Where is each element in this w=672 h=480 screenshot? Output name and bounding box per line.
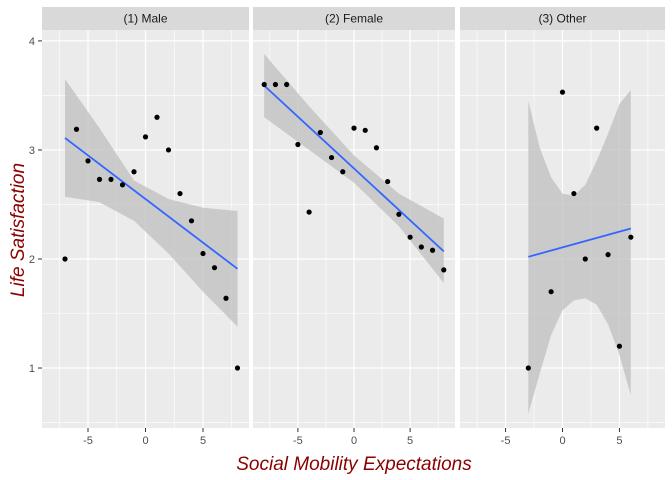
data-point	[261, 81, 267, 88]
data-point	[165, 147, 172, 153]
x-tick-label: 0	[351, 435, 357, 447]
data-point	[582, 256, 588, 262]
data-point	[85, 158, 91, 164]
facet-panel: (2) Female -5 0 5	[253, 7, 455, 447]
data-point	[429, 247, 436, 253]
data-point	[525, 365, 531, 371]
data-point	[594, 125, 600, 131]
data-point	[351, 125, 357, 131]
data-point	[108, 176, 114, 182]
data-point	[385, 178, 391, 185]
facet-strip	[42, 7, 249, 30]
y-tick-label: 3	[29, 145, 35, 157]
data-point	[177, 190, 183, 197]
fit-line	[64, 137, 239, 270]
data-point	[223, 295, 229, 301]
facet-label: (3) Other	[538, 12, 586, 26]
data-point	[142, 134, 149, 140]
data-point	[200, 250, 206, 257]
data-point	[559, 89, 566, 95]
data-point	[211, 265, 218, 271]
data-point	[306, 209, 312, 215]
x-axis-title: Social Mobility Expectations	[236, 454, 472, 475]
data-point	[418, 244, 424, 250]
facet-label: (1) Male	[123, 12, 167, 26]
data-point	[605, 252, 611, 258]
facet-strip	[253, 7, 455, 30]
data-point	[131, 169, 137, 175]
x-tick-label: 5	[616, 435, 622, 447]
x-tick-label: 5	[200, 435, 206, 447]
facet-strip	[460, 7, 665, 30]
facet-panel: (1) Male -5 0 5	[42, 7, 249, 447]
data-point	[96, 176, 103, 182]
data-point	[284, 81, 290, 88]
data-point	[441, 267, 447, 273]
data-point	[295, 141, 301, 148]
data-point	[62, 256, 68, 262]
data-point	[188, 218, 195, 224]
data-point	[73, 126, 80, 132]
y-axis-title: Life Satisfaction	[8, 163, 29, 297]
data-point	[396, 211, 402, 217]
data-point	[340, 169, 346, 175]
x-tick-label: 0	[559, 435, 565, 447]
data-point	[317, 129, 323, 136]
data-point	[373, 145, 380, 151]
y-tick-label: 1	[29, 363, 35, 375]
data-point	[571, 190, 577, 197]
confidence-band	[528, 90, 631, 414]
data-point	[548, 289, 554, 295]
x-tick-label: -5	[83, 435, 93, 447]
data-point	[362, 127, 368, 133]
x-tick-label: 5	[407, 435, 413, 447]
y-axis: 1 2 3 4	[29, 36, 42, 375]
data-point	[119, 182, 126, 188]
x-tick-label: -5	[501, 435, 511, 447]
y-tick-label: 2	[29, 254, 35, 266]
data-point	[616, 343, 623, 349]
y-tick-label: 4	[29, 36, 35, 48]
facet-panel: (3) Other -5 0 5	[460, 7, 665, 447]
x-tick-label: 0	[142, 435, 148, 447]
data-point	[407, 234, 413, 240]
data-point	[328, 154, 335, 161]
fit-line	[263, 84, 445, 253]
data-point	[234, 365, 241, 371]
data-point	[272, 81, 279, 88]
x-tick-label: -5	[293, 435, 303, 447]
facet-label: (2) Female	[325, 12, 383, 26]
fit-line	[528, 227, 632, 258]
panels-layer: (1) Male -5 0 5 (2) Female -5 0 5 (3) Other -5 0 5	[42, 7, 665, 447]
data-point	[154, 114, 160, 120]
data-point	[628, 234, 634, 240]
